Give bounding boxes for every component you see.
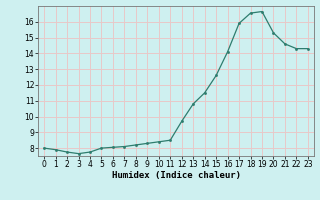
X-axis label: Humidex (Indice chaleur): Humidex (Indice chaleur) bbox=[111, 171, 241, 180]
